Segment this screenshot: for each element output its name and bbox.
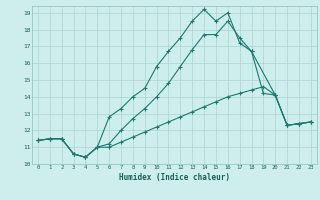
X-axis label: Humidex (Indice chaleur): Humidex (Indice chaleur): [119, 173, 230, 182]
